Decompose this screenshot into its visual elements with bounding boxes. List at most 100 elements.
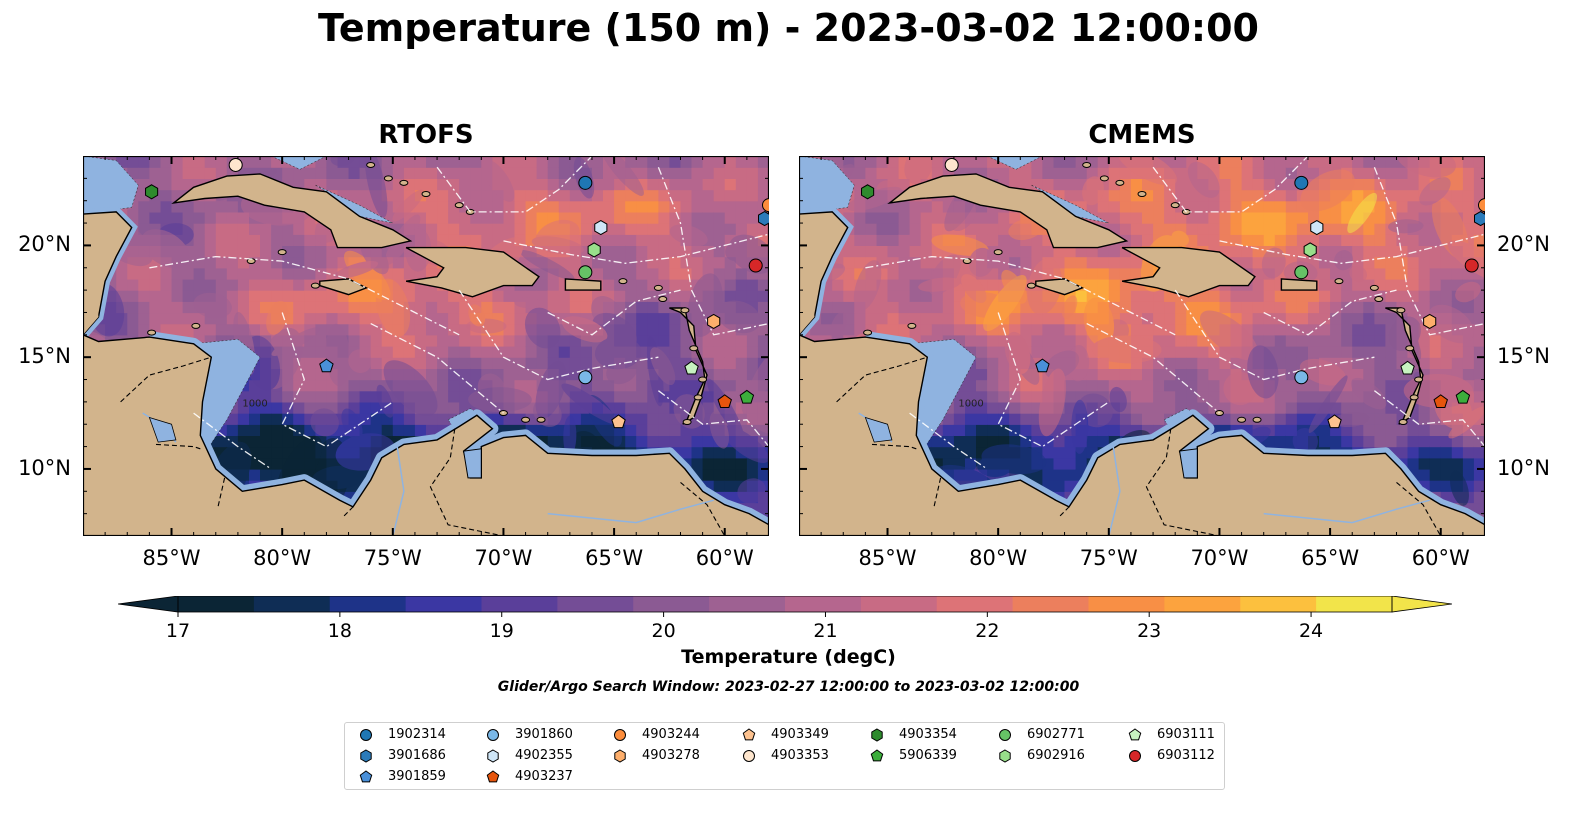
colorbar-tick-label: 22 <box>975 620 1000 642</box>
eez-boundary <box>1219 233 1485 264</box>
search-window-note: Glider/Argo Search Window: 2023-02-27 12… <box>497 679 1080 695</box>
map-frame <box>83 156 769 536</box>
float-4903353 <box>228 157 243 172</box>
eez-boundary <box>503 233 769 264</box>
contour-label: 1000 <box>958 398 983 409</box>
eez-boundary <box>1174 289 1375 381</box>
eez-boundary <box>1373 166 1485 336</box>
shelf-2 <box>799 156 855 215</box>
eez-boundary <box>1086 323 1220 414</box>
country-border <box>933 477 942 508</box>
legend-label: 6902771 <box>1027 727 1085 742</box>
pentagon-marker-icon <box>359 770 373 783</box>
legend-label: 4902355 <box>515 748 573 763</box>
float-3901686 <box>1474 211 1485 227</box>
colorbar-bin <box>936 596 1014 612</box>
legend-label: 4903353 <box>771 748 829 763</box>
pentagon-marker-icon <box>486 770 500 783</box>
float-legend: 1902314 3901686 3901859 3901860 4902355 49032… <box>344 722 1225 790</box>
colorbar-bin <box>1240 596 1317 612</box>
land-pr <box>1280 278 1318 291</box>
land-south <box>83 334 769 536</box>
float-4902355 <box>1310 219 1324 236</box>
legend-marker-3901859 <box>359 770 373 783</box>
float-6903112 <box>748 258 763 273</box>
colorbar-bin <box>557 596 634 612</box>
river <box>1263 499 1430 524</box>
colorbar-bin <box>405 596 483 612</box>
lon-tick-label: 60°W <box>695 546 754 570</box>
lat-tick-label-left: 10°N <box>18 455 71 480</box>
circle-marker-icon <box>614 729 626 741</box>
float-6902771 <box>578 265 593 280</box>
lon-tick-label: 70°W <box>474 546 533 570</box>
float-4903244 <box>1478 198 1485 213</box>
lon-tick-label: 85°W <box>142 546 201 570</box>
colorbar-bin <box>1012 596 1090 612</box>
country-border <box>680 481 726 536</box>
float-3901859 <box>319 358 334 373</box>
legend-label: 6902916 <box>1027 748 1085 763</box>
legend-label: 5906339 <box>899 748 957 763</box>
panel-title-rtofs: RTOFS <box>378 120 474 150</box>
colorbar-extend-high <box>1391 596 1452 613</box>
lake-maracaibo <box>463 448 482 479</box>
eez-boundary <box>909 412 988 470</box>
eez-boundary <box>658 390 769 448</box>
eez-boundary <box>1374 390 1485 448</box>
float-5906339 <box>1455 389 1471 404</box>
country-border <box>155 443 201 450</box>
lon-tick-label: 60°W <box>1411 546 1470 570</box>
colorbar <box>118 596 1452 617</box>
country-border <box>871 443 917 450</box>
float-4903349 <box>1327 414 1342 429</box>
legend-marker-4903237 <box>486 770 500 783</box>
colorbar-bin <box>253 596 331 612</box>
pentagon-marker-icon <box>742 728 756 741</box>
float-6902916 <box>587 242 601 258</box>
country-border <box>1059 506 1070 517</box>
lon-tick-label: 70°W <box>1190 546 1249 570</box>
colorbar-extend-low <box>118 596 179 613</box>
colorbar-tick-label: 17 <box>165 620 191 642</box>
circle-marker-icon <box>360 729 372 741</box>
eez-boundary <box>193 412 272 470</box>
legend-marker-6903111 <box>1128 728 1142 741</box>
lon-tick-label: 65°W <box>1301 546 1360 570</box>
float-3901860 <box>578 370 593 385</box>
colorbar-tick-label: 24 <box>1298 620 1324 642</box>
legend-label: 6903112 <box>1157 748 1215 763</box>
country-border <box>1145 428 1220 536</box>
float-6903111 <box>684 360 699 375</box>
float-4903237 <box>1433 394 1448 409</box>
colorbar-bin <box>1316 596 1393 612</box>
land <box>83 173 769 536</box>
land-pr <box>564 278 602 291</box>
legend-marker-4902355 <box>487 749 499 763</box>
land <box>799 173 1485 536</box>
country-border <box>217 477 226 508</box>
legend-marker-4903278 <box>614 749 626 763</box>
float-4903237 <box>717 394 732 409</box>
map-panel-cmems: 1000 <box>799 156 1485 536</box>
float-6902771 <box>1294 265 1309 280</box>
colorbar-tick-label: 18 <box>327 620 352 642</box>
hexagon-marker-icon <box>871 728 883 742</box>
legend-marker-4903353 <box>743 750 755 762</box>
legend-marker-6902771 <box>999 729 1011 741</box>
pentagon-marker-icon <box>1128 728 1142 741</box>
eez-boundary <box>1152 156 1309 213</box>
country-border <box>120 356 212 403</box>
lake-maracaibo <box>1179 448 1198 479</box>
country-border <box>836 356 928 403</box>
legend-marker-4903354 <box>871 728 883 742</box>
float-4903353 <box>944 157 959 172</box>
legend-marker-4903244 <box>614 729 626 741</box>
river <box>1108 446 1121 536</box>
country-border <box>429 428 504 536</box>
lon-tick-label: 75°W <box>363 546 422 570</box>
land-south <box>799 334 1485 536</box>
float-6903112 <box>1464 258 1479 273</box>
legend-marker-6902916 <box>999 749 1011 763</box>
float-6902916 <box>1303 242 1317 258</box>
